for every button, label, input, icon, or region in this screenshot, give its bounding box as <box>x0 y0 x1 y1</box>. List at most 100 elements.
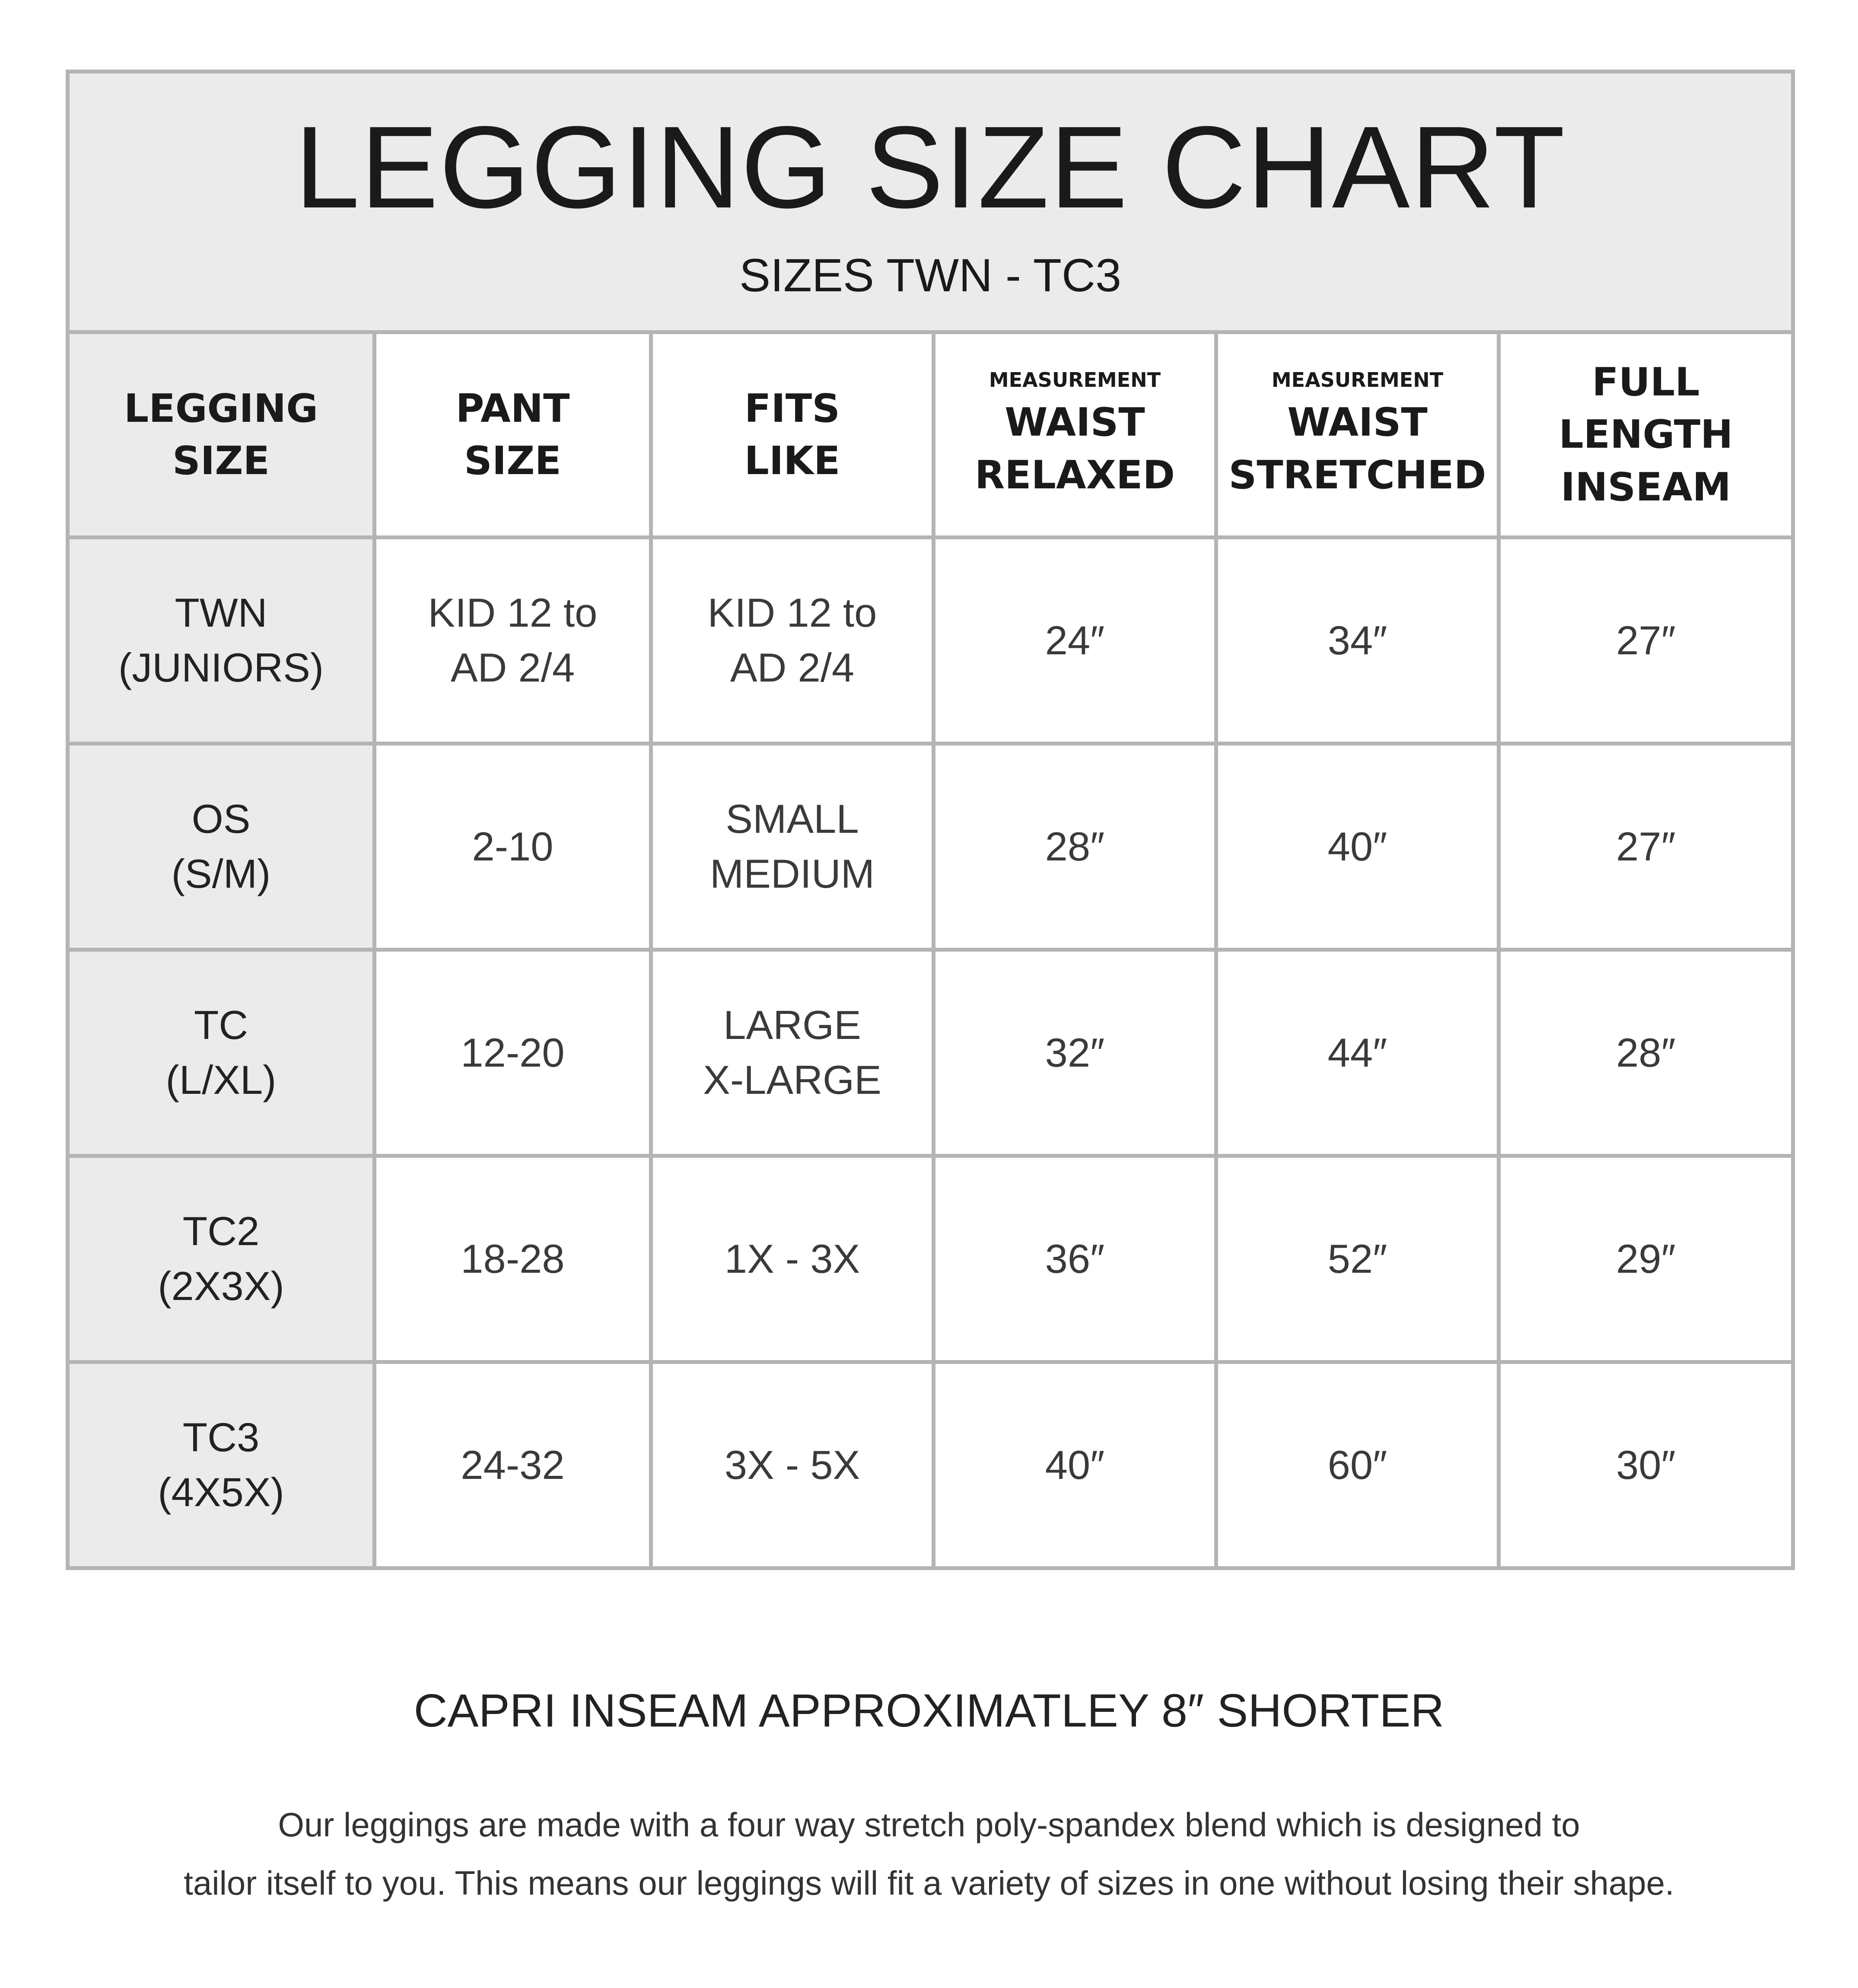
cell-line: KID 12 to <box>707 590 877 636</box>
cell-stretched: 44″ <box>1214 948 1501 1158</box>
cell-line: 2-10 <box>472 823 554 869</box>
cell-relaxed: 32″ <box>932 948 1218 1158</box>
cell-fits: LARGE X-LARGE <box>649 948 935 1158</box>
cell-line: LARGE <box>723 1002 861 1048</box>
table-row: TC3 (4X5X) 24-32 3X - 5X 40″ 60″ 30″ <box>66 1360 1795 1570</box>
description-line: Our leggings are made with a four way st… <box>278 1806 1580 1844</box>
cell-line: (S/M) <box>171 851 271 896</box>
cell-value: 34″ <box>1327 617 1387 663</box>
cell-value: 44″ <box>1327 1029 1387 1075</box>
cell-line: (4X5X) <box>158 1469 284 1515</box>
column-header-line: INSEAM <box>1560 464 1731 510</box>
cell-size: OS (S/M) <box>66 742 376 952</box>
header-row: LEGGING SIZE PANT SIZE FITS LIKE MEASUREMENT WA… <box>66 330 1795 539</box>
cell-relaxed: 24″ <box>932 535 1218 746</box>
cell-line: TC2 <box>182 1208 260 1254</box>
cell-inseam: 29″ <box>1496 1154 1795 1364</box>
cell-relaxed: 40″ <box>932 1360 1218 1570</box>
title-cell: LEGGING SIZE CHART SIZES TWN - TC3 <box>65 70 1795 334</box>
cell-line: AD 2/4 <box>450 645 575 690</box>
cell-size: TC2 (2X3X) <box>66 1154 376 1364</box>
cell-fits: 1X - 3X <box>649 1154 935 1364</box>
cell-size: TC3 (4X5X) <box>66 1360 376 1570</box>
cell-line: 1X - 3X <box>724 1236 860 1281</box>
description-line: tailor itself to you. This means our leg… <box>184 1864 1674 1902</box>
cell-line: AD 2/4 <box>730 645 855 690</box>
cell-inseam: 27″ <box>1496 742 1795 952</box>
size-chart-table: LEGGING SIZE CHART SIZES TWN - TC3 LEGGI… <box>65 70 1795 1570</box>
cell-line: 3X - 5X <box>724 1442 860 1488</box>
cell-line: KID 12 to <box>428 590 598 636</box>
column-header-line: SIZE <box>172 438 270 484</box>
cell-value: 24″ <box>1045 617 1105 663</box>
cell-value: 32″ <box>1045 1029 1105 1075</box>
column-header-line: SIZE <box>464 438 562 484</box>
cell-line: SMALL <box>725 796 859 842</box>
chart-subtitle: SIZES TWN - TC3 <box>739 249 1122 301</box>
cell-fits: 3X - 5X <box>649 1360 935 1570</box>
cell-line: 12-20 <box>461 1029 565 1075</box>
capri-note: CAPRI INSEAM APPROXIMATLEY 8″ SHORTER <box>414 1684 1444 1736</box>
cell-size: TWN (JUNIORS) <box>66 535 376 746</box>
cell-stretched: 34″ <box>1214 535 1501 746</box>
cell-line: TWN <box>175 590 267 636</box>
column-header: PANT SIZE <box>372 330 653 539</box>
column-header-line: FULL LENGTH <box>1559 359 1733 458</box>
table-row: TWN (JUNIORS) KID 12 to AD 2/4 KID 12 to AD 2… <box>66 535 1795 746</box>
table-row: OS (S/M) 2-10 SMALL MEDIUM 28″ 40″ 27″ <box>66 742 1795 952</box>
cell-stretched: 40″ <box>1214 742 1501 952</box>
cell-line: TC3 <box>182 1415 260 1460</box>
cell-inseam: 27″ <box>1496 535 1795 746</box>
cell-value: 30″ <box>1616 1442 1676 1488</box>
column-header-line: STRETCHED <box>1228 452 1486 498</box>
description: Our leggings are made with a four way st… <box>0 1796 1858 1912</box>
column-header-line: WAIST <box>1005 400 1145 446</box>
table-row: TC2 (2X3X) 18-28 1X - 3X 36″ 52″ 29″ <box>66 1154 1795 1364</box>
cell-pant: 2-10 <box>372 742 653 952</box>
cell-line: MEDIUM <box>709 851 875 896</box>
cell-relaxed: 36″ <box>932 1154 1218 1364</box>
cell-pant: 18-28 <box>372 1154 653 1364</box>
column-header-prefix: MEASUREMENT <box>989 368 1161 392</box>
cell-pant: KID 12 to AD 2/4 <box>372 535 653 746</box>
cell-value: 40″ <box>1327 823 1387 869</box>
cell-line: X-LARGE <box>703 1057 881 1102</box>
cell-inseam: 28″ <box>1496 948 1795 1158</box>
cell-value: 36″ <box>1045 1236 1105 1281</box>
cell-size: TC (L/XL) <box>66 948 376 1158</box>
cell-value: 27″ <box>1616 617 1676 663</box>
cell-line: TC <box>194 1002 248 1048</box>
cell-relaxed: 28″ <box>932 742 1218 952</box>
cell-line: (2X3X) <box>158 1263 284 1309</box>
cell-stretched: 60″ <box>1214 1360 1501 1570</box>
cell-value: 40″ <box>1045 1442 1105 1488</box>
column-header-line: WAIST <box>1287 400 1428 446</box>
cell-stretched: 52″ <box>1214 1154 1501 1364</box>
column-header-line: FITS <box>744 385 840 431</box>
column-header-line: RELAXED <box>974 452 1175 498</box>
cell-value: 52″ <box>1327 1236 1387 1281</box>
cell-fits: SMALL MEDIUM <box>649 742 935 952</box>
column-header-prefix: MEASUREMENT <box>1271 368 1444 392</box>
cell-pant: 24-32 <box>372 1360 653 1570</box>
cell-pant: 12-20 <box>372 948 653 1158</box>
column-header: MEASUREMENT WAIST STRETCHED <box>1214 330 1501 539</box>
cell-value: 29″ <box>1616 1236 1676 1281</box>
cell-line: (L/XL) <box>165 1057 277 1102</box>
chart-title: LEGGING SIZE CHART <box>295 102 1566 233</box>
column-header-line: PANT <box>455 385 570 431</box>
cell-inseam: 30″ <box>1496 1360 1795 1570</box>
cell-value: 28″ <box>1616 1029 1676 1075</box>
cell-line: OS <box>191 796 251 842</box>
table-row: TC (L/XL) 12-20 LARGE X-LARGE 32″ 44″ 28″ <box>66 948 1795 1158</box>
column-header: FULL LENGTH INSEAM <box>1496 330 1795 539</box>
cell-value: 60″ <box>1327 1442 1387 1488</box>
column-header: MEASUREMENT WAIST RELAXED <box>932 330 1218 539</box>
column-header-line: LIKE <box>744 438 840 484</box>
column-header-line: LEGGING <box>124 385 318 431</box>
column-header: LEGGING SIZE <box>66 330 376 539</box>
cell-line: 24-32 <box>461 1442 565 1488</box>
cell-line: (JUNIORS) <box>118 645 324 690</box>
cell-line: 18-28 <box>461 1236 565 1281</box>
cell-value: 28″ <box>1045 823 1105 869</box>
